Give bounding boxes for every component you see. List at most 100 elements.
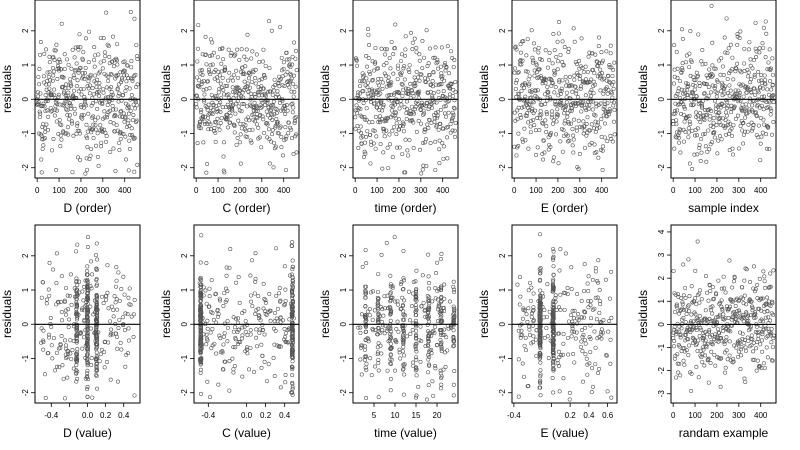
data-point <box>366 56 371 61</box>
data-point <box>426 125 431 130</box>
data-point <box>710 40 715 45</box>
data-point <box>276 131 281 136</box>
data-point <box>584 108 589 113</box>
data-point <box>539 74 544 79</box>
data-point <box>610 139 615 144</box>
data-point <box>692 78 697 83</box>
data-point <box>768 106 773 111</box>
data-point <box>392 91 397 96</box>
data-point <box>395 77 400 82</box>
data-point <box>552 48 557 53</box>
data-point <box>411 120 416 125</box>
data-point <box>93 118 98 123</box>
data-point <box>78 103 83 108</box>
data-point <box>596 155 601 160</box>
data-point <box>122 59 127 64</box>
data-point <box>44 297 49 302</box>
data-point <box>413 80 418 85</box>
data-point <box>196 83 201 88</box>
data-point <box>121 111 126 116</box>
data-point <box>279 134 284 139</box>
data-point <box>550 112 555 117</box>
data-point <box>69 66 74 71</box>
data-point <box>76 89 81 94</box>
data-point <box>74 327 79 332</box>
data-point <box>134 118 139 123</box>
data-point <box>734 66 739 71</box>
data-point <box>222 170 227 175</box>
data-point <box>447 85 452 90</box>
data-point <box>678 150 683 155</box>
data-point <box>399 82 404 87</box>
x-tick-label: 100 <box>211 186 225 195</box>
data-point <box>211 107 216 112</box>
data-point <box>121 274 126 279</box>
data-point <box>608 43 613 48</box>
data-point <box>90 127 95 132</box>
data-point <box>125 63 130 68</box>
data-point <box>770 72 775 77</box>
data-point <box>560 39 565 44</box>
data-point <box>360 79 365 84</box>
data-point <box>359 141 364 146</box>
data-point <box>95 154 100 159</box>
data-point <box>366 27 371 32</box>
data-point <box>567 138 572 143</box>
data-point <box>125 312 130 317</box>
data-point <box>128 133 133 138</box>
data-point <box>38 91 43 96</box>
data-point <box>570 106 575 111</box>
data-point <box>287 57 292 62</box>
data-point <box>383 52 388 57</box>
y-tick-label: -1 <box>21 354 30 362</box>
data-point <box>519 62 524 67</box>
data-point <box>40 103 45 108</box>
y-tick-label: -2 <box>339 164 348 172</box>
data-point <box>132 16 137 21</box>
data-point <box>415 75 420 80</box>
data-point <box>51 73 56 78</box>
x-axis-label: E (value) <box>540 426 588 440</box>
data-point <box>695 73 700 78</box>
data-point <box>425 77 430 82</box>
data-point <box>553 85 558 90</box>
data-point <box>249 79 254 84</box>
data-point <box>611 100 616 105</box>
data-point <box>582 128 587 133</box>
data-point <box>358 84 363 89</box>
x-tick-label: 100 <box>688 411 702 420</box>
y-tick-label: 2 <box>498 28 507 33</box>
data-point <box>697 84 702 89</box>
data-point <box>698 158 703 163</box>
data-point <box>423 80 428 85</box>
data-point <box>117 298 122 303</box>
data-point <box>94 368 99 373</box>
data-point <box>566 46 571 51</box>
data-point <box>239 47 244 52</box>
data-point <box>85 309 90 314</box>
data-point <box>451 105 456 110</box>
data-point <box>134 43 139 48</box>
data-point <box>40 146 45 151</box>
data-point <box>80 57 85 62</box>
data-point <box>578 74 583 79</box>
data-point <box>385 145 390 150</box>
data-point <box>370 59 375 64</box>
data-point <box>443 104 448 109</box>
data-point <box>122 115 127 120</box>
data-point <box>387 56 392 61</box>
data-point <box>286 120 291 125</box>
data-point <box>132 169 137 174</box>
data-point <box>89 146 94 151</box>
data-point <box>100 102 105 107</box>
data-point <box>706 85 711 90</box>
data-point <box>94 241 99 246</box>
data-point <box>47 60 52 65</box>
data-point <box>704 82 709 87</box>
data-point <box>391 71 396 76</box>
data-point <box>706 93 711 98</box>
data-point <box>106 78 111 83</box>
data-point <box>54 350 59 355</box>
data-point <box>42 136 47 141</box>
data-point <box>237 89 242 94</box>
